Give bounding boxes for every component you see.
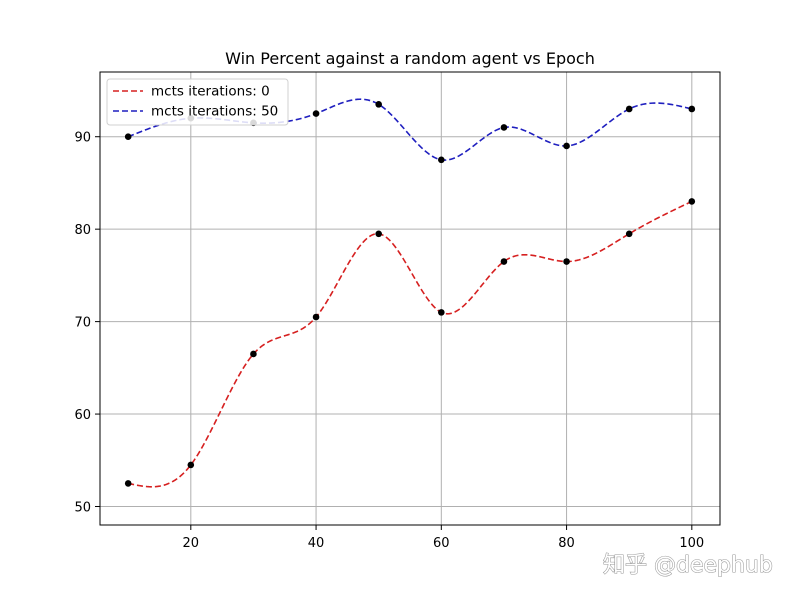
- data-point: [625, 105, 633, 113]
- data-point: [688, 198, 696, 205]
- data-point: [438, 156, 445, 164]
- x-tick-label: 60: [433, 536, 450, 551]
- data-point: [124, 133, 132, 141]
- plot-area: [99, 71, 721, 526]
- axes-frame: [99, 71, 721, 526]
- data-point: [187, 461, 195, 469]
- data-markers: [124, 101, 696, 487]
- x-tick-label: 20: [183, 536, 200, 551]
- chart-title: Win Percent against a random agent vs Ep…: [225, 49, 595, 68]
- data-point: [625, 230, 633, 238]
- legend-box: [106, 78, 289, 126]
- grid-lines: [100, 72, 720, 525]
- y-tick-label: 80: [74, 223, 91, 238]
- data-point: [688, 105, 696, 113]
- data-point: [438, 309, 445, 316]
- legend-label-mcts-50: mcts iterations: 50: [151, 104, 278, 120]
- series-line-1: [127, 98, 693, 161]
- data-point: [312, 110, 320, 117]
- y-tick-label: 70: [74, 316, 91, 331]
- x-tick-label: 40: [308, 536, 325, 551]
- legend: mcts iterations: 0 mcts iterations: 50: [106, 78, 289, 126]
- x-tick-label: 80: [558, 536, 575, 551]
- axis-ticks: 20 40 60 80 100 50 60 70 80 90: [74, 131, 704, 551]
- data-point: [500, 124, 508, 131]
- x-tick-label: 100: [679, 536, 704, 551]
- data-point: [375, 101, 382, 108]
- data-point: [563, 258, 570, 265]
- y-tick-label: 60: [74, 408, 91, 423]
- legend-label-mcts-0: mcts iterations: 0: [151, 84, 270, 100]
- y-tick-label: 50: [74, 501, 91, 516]
- data-point: [250, 350, 257, 358]
- data-point: [375, 230, 382, 238]
- data-point: [563, 142, 570, 150]
- y-tick-label: 90: [74, 131, 91, 146]
- data-point: [500, 258, 508, 265]
- data-point: [124, 480, 132, 487]
- data-point: [312, 313, 320, 321]
- series-lines: [127, 98, 693, 488]
- series-line-0: [128, 200, 693, 488]
- watermark: 知乎 @deephub: [603, 553, 773, 578]
